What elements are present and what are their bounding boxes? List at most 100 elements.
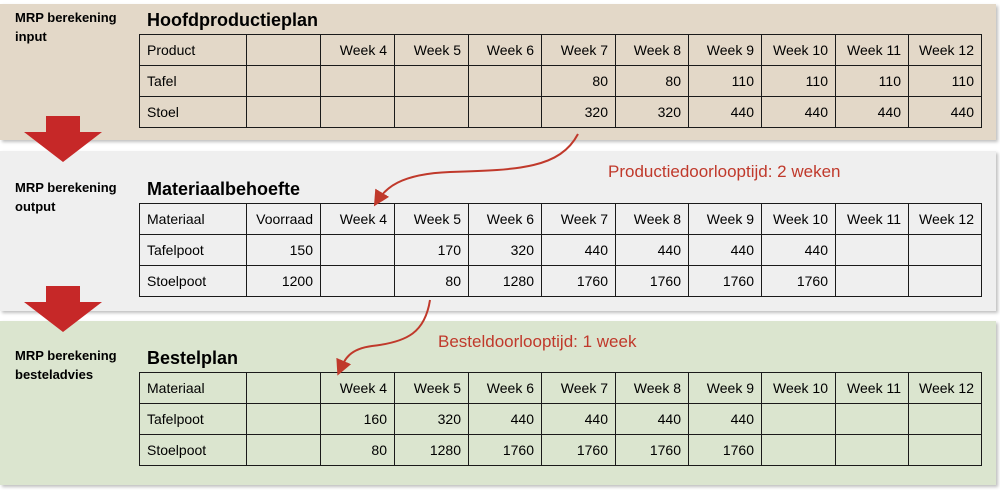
table-cell: Stoelpoot bbox=[139, 434, 247, 466]
table-cell: 440 bbox=[688, 234, 762, 266]
table-cell: 440 bbox=[541, 234, 616, 266]
table-cell bbox=[320, 265, 395, 297]
column-header: Week 8 bbox=[615, 34, 689, 66]
table-cell: 80 bbox=[394, 265, 469, 297]
table-cell: 80 bbox=[320, 434, 395, 466]
table-cell bbox=[835, 403, 909, 435]
column-header: Week 6 bbox=[468, 203, 542, 235]
column-header: Week 6 bbox=[468, 34, 542, 66]
column-header: Week 12 bbox=[908, 372, 982, 404]
column-header bbox=[246, 372, 321, 404]
table-cell bbox=[761, 403, 836, 435]
table-cell: 440 bbox=[835, 96, 909, 128]
table-cell: 1760 bbox=[615, 434, 689, 466]
table-cell: 110 bbox=[761, 65, 836, 97]
table-cell: 110 bbox=[908, 65, 982, 97]
column-header: Week 9 bbox=[688, 203, 762, 235]
table-cell: 440 bbox=[761, 234, 836, 266]
table-cell: Tafelpoot bbox=[139, 403, 247, 435]
output-title: Materiaalbehoefte bbox=[147, 179, 301, 199]
table-cell bbox=[908, 434, 982, 466]
table-cell: 170 bbox=[394, 234, 469, 266]
table-cell: 440 bbox=[761, 96, 836, 128]
column-header: Week 12 bbox=[908, 34, 982, 66]
column-header: Week 5 bbox=[394, 34, 469, 66]
table-cell bbox=[320, 65, 395, 97]
column-header: Week 11 bbox=[835, 372, 909, 404]
column-header: Week 4 bbox=[320, 203, 395, 235]
table-header-row: Materiaal Voorraad Week 4 Week 5 Week 6 Week … bbox=[139, 203, 982, 235]
table-cell bbox=[320, 96, 395, 128]
column-header: Week 9 bbox=[688, 372, 762, 404]
table-cell: 110 bbox=[688, 65, 762, 97]
table-cell: 80 bbox=[615, 65, 689, 97]
table-cell: 440 bbox=[615, 403, 689, 435]
table-row: Stoel 320 320 440 440 440 440 bbox=[139, 96, 982, 128]
table-cell: 1760 bbox=[688, 265, 762, 297]
down-arrow-icon bbox=[24, 116, 102, 162]
column-header: Week 10 bbox=[761, 203, 836, 235]
advies-band-label: MRP berekening besteladvies bbox=[15, 348, 117, 382]
production-leadtime-note: Productiedoorlooptijd: 2 weken bbox=[608, 162, 841, 181]
table-cell bbox=[761, 434, 836, 466]
output-band-label: MRP berekening output bbox=[15, 180, 117, 214]
table-cell: 150 bbox=[246, 234, 321, 266]
column-header: Week 11 bbox=[835, 203, 909, 235]
table-cell bbox=[835, 434, 909, 466]
table-cell: 110 bbox=[835, 65, 909, 97]
table-cell bbox=[468, 96, 542, 128]
table-cell bbox=[394, 65, 469, 97]
table-cell: 440 bbox=[908, 96, 982, 128]
table-row: Stoelpoot 1200 80 1280 1760 1760 1760 1760 bbox=[139, 265, 982, 297]
down-arrow-icon bbox=[24, 286, 102, 332]
table-row: Stoelpoot 80 1280 1760 1760 1760 1760 bbox=[139, 434, 982, 466]
table-cell bbox=[394, 96, 469, 128]
column-header: Week 5 bbox=[394, 203, 469, 235]
table-cell: Stoel bbox=[139, 96, 247, 128]
table-cell: 440 bbox=[541, 403, 616, 435]
table-cell bbox=[468, 65, 542, 97]
table-cell: 1760 bbox=[615, 265, 689, 297]
column-header: Week 10 bbox=[761, 372, 836, 404]
output-table: Materiaal Voorraad Week 4 Week 5 Week 6 Week … bbox=[139, 203, 982, 297]
table-cell: 1280 bbox=[468, 265, 542, 297]
column-header: Week 7 bbox=[541, 372, 616, 404]
table-cell bbox=[908, 265, 982, 297]
table-cell: 1760 bbox=[468, 434, 542, 466]
column-header: Product bbox=[139, 34, 247, 66]
table-cell: Tafel bbox=[139, 65, 247, 97]
table-cell bbox=[908, 234, 982, 266]
column-header bbox=[246, 34, 321, 66]
table-cell: 1760 bbox=[541, 434, 616, 466]
table-cell: 1200 bbox=[246, 265, 321, 297]
table-row: Tafelpoot 160 320 440 440 440 440 bbox=[139, 403, 982, 435]
table-cell: 440 bbox=[688, 96, 762, 128]
table-cell: 80 bbox=[541, 65, 616, 97]
table-cell: 320 bbox=[615, 96, 689, 128]
table-cell bbox=[246, 65, 321, 97]
table-header-row: Product Week 4 Week 5 Week 6 Week 7 Week 8 Wee… bbox=[139, 34, 982, 66]
table-cell: 1280 bbox=[394, 434, 469, 466]
table-cell bbox=[246, 403, 321, 435]
table-cell bbox=[246, 96, 321, 128]
input-band-label: MRP berekening input bbox=[15, 10, 117, 44]
table-row: Tafel 80 80 110 110 110 110 bbox=[139, 65, 982, 97]
table-cell: 1760 bbox=[761, 265, 836, 297]
column-header: Week 7 bbox=[541, 203, 616, 235]
table-cell: 320 bbox=[468, 234, 542, 266]
table-cell: 440 bbox=[688, 403, 762, 435]
table-cell: 320 bbox=[541, 96, 616, 128]
column-header: Week 12 bbox=[908, 203, 982, 235]
table-cell: 1760 bbox=[688, 434, 762, 466]
column-header: Week 6 bbox=[468, 372, 542, 404]
table-cell bbox=[908, 403, 982, 435]
input-table: Product Week 4 Week 5 Week 6 Week 7 Week 8 Wee… bbox=[139, 34, 982, 128]
column-header: Voorraad bbox=[246, 203, 321, 235]
table-cell bbox=[320, 234, 395, 266]
table-cell: 160 bbox=[320, 403, 395, 435]
table-cell bbox=[835, 265, 909, 297]
order-leadtime-note: Besteldoorlooptijd: 1 week bbox=[438, 332, 637, 351]
column-header: Week 4 bbox=[320, 34, 395, 66]
